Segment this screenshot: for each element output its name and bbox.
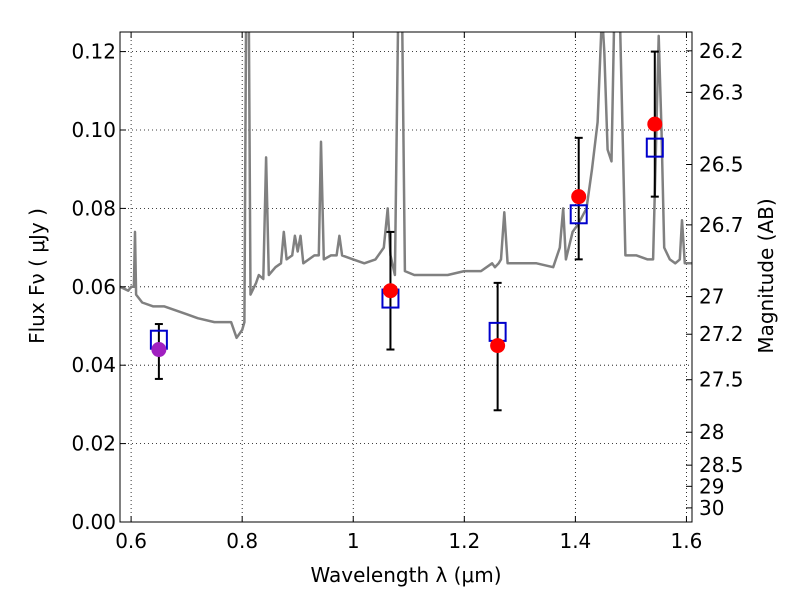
plot-frame [119,31,693,523]
model-square [645,137,664,158]
mag-tick-label: 29 [699,474,724,498]
data-point [382,283,398,299]
y-tick-label: 0.02 [71,432,116,456]
mag-tick-label: 28 [699,420,724,444]
error-bars [154,50,659,412]
mag-tick-label: 26.7 [699,213,744,237]
y-tick-label: 0.10 [71,118,116,142]
data-point [571,189,587,205]
data-point [151,342,167,358]
mag-tick-label: 30 [699,496,724,520]
x-tick-label: 1.2 [448,529,480,553]
y-tick-label: 0.08 [71,196,116,220]
data-point [647,116,663,132]
x-tick-label: 1 [347,529,360,553]
mag-tick-label: 27.2 [699,322,744,346]
mag-tick-label: 26.2 [699,39,744,63]
x-tick-label: 1.6 [671,529,703,553]
mag-tick-label: 28.5 [699,453,744,477]
x-tick-label: 0.8 [226,529,258,553]
spectrum-path [120,32,692,340]
tick-marks [120,32,692,523]
mag-tick-label: 26.5 [699,152,744,176]
mag-tick-label: 27.5 [699,368,744,392]
y-axis-label: Flux Fν ( μJy ) [25,208,49,344]
data-point [490,338,506,354]
model-squares [149,137,664,350]
model-square [569,204,588,225]
x-tick-label: 0.6 [115,529,147,553]
y2-axis-label: Magnitude (AB) [754,198,778,353]
x-tick-labels: 0.6 0.8 1 1.2 1.4 1.6 [115,529,702,553]
y-tick-labels: 0.00 0.02 0.04 0.06 0.08 0.10 0.12 [71,40,116,534]
y-tick-label: 0.04 [71,353,116,377]
x-tick-label: 1.4 [559,529,591,553]
mag-tick-label: 26.3 [699,80,744,104]
y-tick-label: 0.06 [71,275,116,299]
observed-points [151,116,663,358]
y-tick-label: 0.12 [71,40,116,64]
x-axis-label: Wavelength λ (μm) [310,563,501,587]
mag-tick-label: 27 [699,285,724,309]
y-tick-label: 0.00 [71,510,116,534]
spectrum-line [120,32,692,340]
